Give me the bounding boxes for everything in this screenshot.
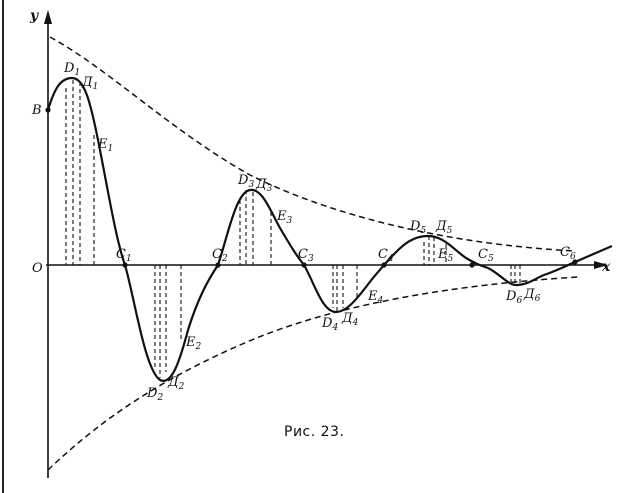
label-dd4: Д4 [341, 311, 359, 328]
origin-label: O [32, 261, 43, 276]
label-e1: E1 [97, 137, 113, 154]
point-labels: D1 Д1 E1 C1 D2 Д2 E2 C2 D3 Д3 E3 C3 D4 Д… [63, 61, 576, 403]
label-d3: D3 [237, 173, 254, 190]
label-c2: C2 [212, 247, 228, 264]
label-dd3: Д3 [255, 177, 273, 194]
label-e5: E5 [437, 247, 454, 264]
label-d1: D1 [63, 61, 80, 78]
label-c3: C3 [298, 247, 314, 264]
label-c5: C5 [478, 247, 494, 264]
label-c4: C4 [378, 247, 394, 264]
oscillation-curve [46, 76, 613, 382]
y-axis-arrow [44, 10, 52, 24]
curve-points [45, 107, 578, 268]
label-c6: C6 [560, 245, 576, 262]
label-e4: E4 [367, 289, 384, 306]
upper-envelope [49, 36, 576, 252]
x-axis-arrow [594, 261, 608, 269]
lower-envelope [47, 276, 579, 471]
label-dd1: Д1 [81, 75, 98, 92]
ordinate-lines [65, 80, 521, 378]
figure-caption: Рис. 23. [284, 424, 344, 440]
y0-label: B [31, 103, 42, 118]
x-axis-label: x [601, 259, 611, 275]
label-dd2: Д2 [167, 375, 185, 392]
label-d4: D4 [321, 316, 338, 333]
label-e2: E2 [185, 335, 202, 352]
label-e3: E3 [276, 209, 293, 226]
label-d2: D2 [146, 386, 163, 403]
label-d5: D5 [409, 219, 426, 236]
label-dd5: Д5 [435, 219, 453, 236]
label-dd6: Д6 [523, 287, 541, 304]
label-d6: D6 [505, 289, 522, 306]
label-c1: C1 [116, 247, 132, 264]
y-axis-label: y [29, 8, 39, 24]
